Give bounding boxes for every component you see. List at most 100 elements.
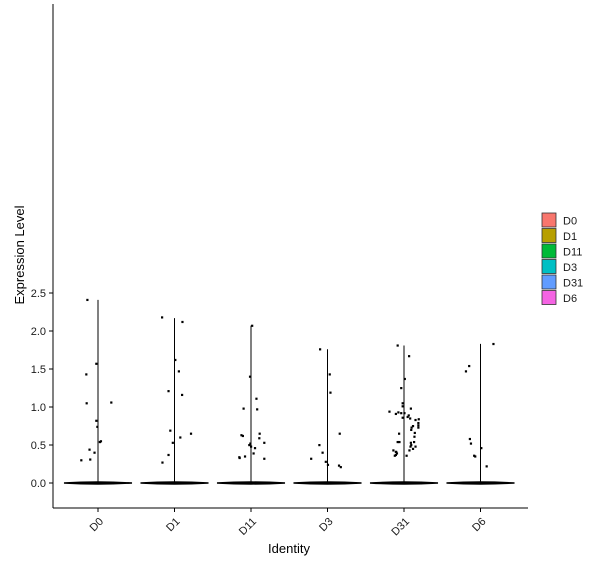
data-point: [492, 342, 495, 346]
legend-item-d6: D6: [541, 290, 577, 305]
data-point: [403, 377, 406, 381]
data-point: [167, 453, 170, 457]
data-point: [189, 432, 193, 435]
data-point: [181, 320, 184, 324]
data-point: [93, 451, 96, 454]
legend-label: D0: [563, 216, 577, 228]
data-point: [401, 416, 404, 419]
legend-item-d3: D3: [541, 259, 577, 274]
data-point: [414, 445, 417, 448]
data-point: [240, 434, 243, 437]
legend-swatch: [541, 212, 557, 228]
data-point: [86, 298, 89, 302]
data-point: [80, 459, 83, 462]
data-point: [310, 457, 313, 460]
data-point: [394, 450, 397, 454]
data-point: [238, 456, 241, 460]
data-point: [400, 387, 403, 390]
x-tick-label: D1: [164, 516, 182, 534]
x-tick-label: D11: [237, 516, 259, 538]
data-point: [177, 370, 180, 373]
data-point: [161, 316, 164, 319]
data-point: [417, 424, 420, 427]
data-point: [464, 370, 468, 373]
data-point: [248, 444, 251, 447]
x-tick-label: D6: [470, 516, 488, 534]
data-point: [400, 412, 403, 415]
data-point: [339, 466, 342, 469]
data-point: [252, 452, 255, 455]
legend-swatch: [541, 290, 557, 305]
data-point: [401, 405, 404, 408]
data-point: [255, 397, 258, 400]
data-point: [171, 441, 174, 444]
data-point: [318, 444, 321, 447]
data-point: [179, 436, 182, 439]
legend-item-d1: D1: [541, 228, 577, 243]
violin-group-d6: [446, 342, 515, 485]
data-point: [485, 465, 488, 468]
y-axis-title: Expression Level: [12, 205, 27, 304]
data-point: [167, 390, 170, 393]
legend-label: D1: [563, 231, 577, 243]
y-tick-label: 1.0: [31, 402, 46, 414]
data-point: [388, 410, 391, 413]
x-axis-title: Identity: [268, 541, 310, 556]
data-point: [324, 460, 327, 463]
data-point: [328, 373, 331, 376]
data-point: [405, 454, 408, 457]
data-point: [321, 451, 324, 454]
data-point: [469, 442, 473, 445]
data-point: [410, 444, 413, 447]
data-point: [401, 402, 404, 405]
data-point: [110, 401, 113, 404]
data-point: [89, 458, 92, 461]
data-point: [417, 418, 420, 421]
x-tick-label: D31: [389, 516, 412, 539]
data-point: [337, 464, 341, 467]
data-point: [263, 441, 266, 444]
data-point: [169, 429, 172, 432]
data-point: [468, 364, 471, 368]
data-point: [409, 445, 412, 448]
legend-item-d0: D0: [541, 212, 577, 228]
data-point: [409, 417, 412, 420]
data-point: [417, 421, 420, 425]
data-point: [256, 408, 259, 411]
data-point: [96, 425, 99, 428]
data-point: [413, 435, 416, 438]
data-point: [395, 452, 399, 455]
legend-item-d31: D31: [541, 274, 583, 290]
data-point: [174, 358, 177, 362]
data-point: [258, 432, 261, 435]
legend-swatch: [541, 274, 557, 290]
data-point: [258, 437, 261, 440]
violin-group-d1: [140, 316, 209, 485]
y-tick-label: 0.0: [31, 478, 46, 490]
data-point: [98, 440, 101, 444]
data-point: [468, 437, 471, 441]
data-point: [263, 457, 266, 460]
data-point: [409, 441, 412, 444]
data-point: [394, 412, 397, 416]
data-point: [407, 414, 410, 417]
data-point: [241, 434, 244, 438]
data-point: [85, 402, 88, 405]
data-point: [407, 355, 411, 358]
data-point: [319, 348, 322, 351]
data-point: [410, 428, 413, 431]
legend-label: D6: [563, 293, 577, 305]
legend-item-d11: D11: [541, 243, 582, 259]
legend-swatch: [541, 259, 557, 274]
legend-label: D11: [563, 247, 582, 259]
data-point: [248, 375, 252, 378]
violin-group-d31: [369, 344, 439, 485]
data-point: [411, 447, 415, 450]
data-point: [398, 432, 401, 435]
data-point: [408, 449, 411, 452]
y-tick-label: 0.5: [31, 440, 46, 452]
legend-label: D31: [563, 278, 583, 290]
data-point: [392, 449, 395, 452]
data-point: [414, 418, 417, 422]
